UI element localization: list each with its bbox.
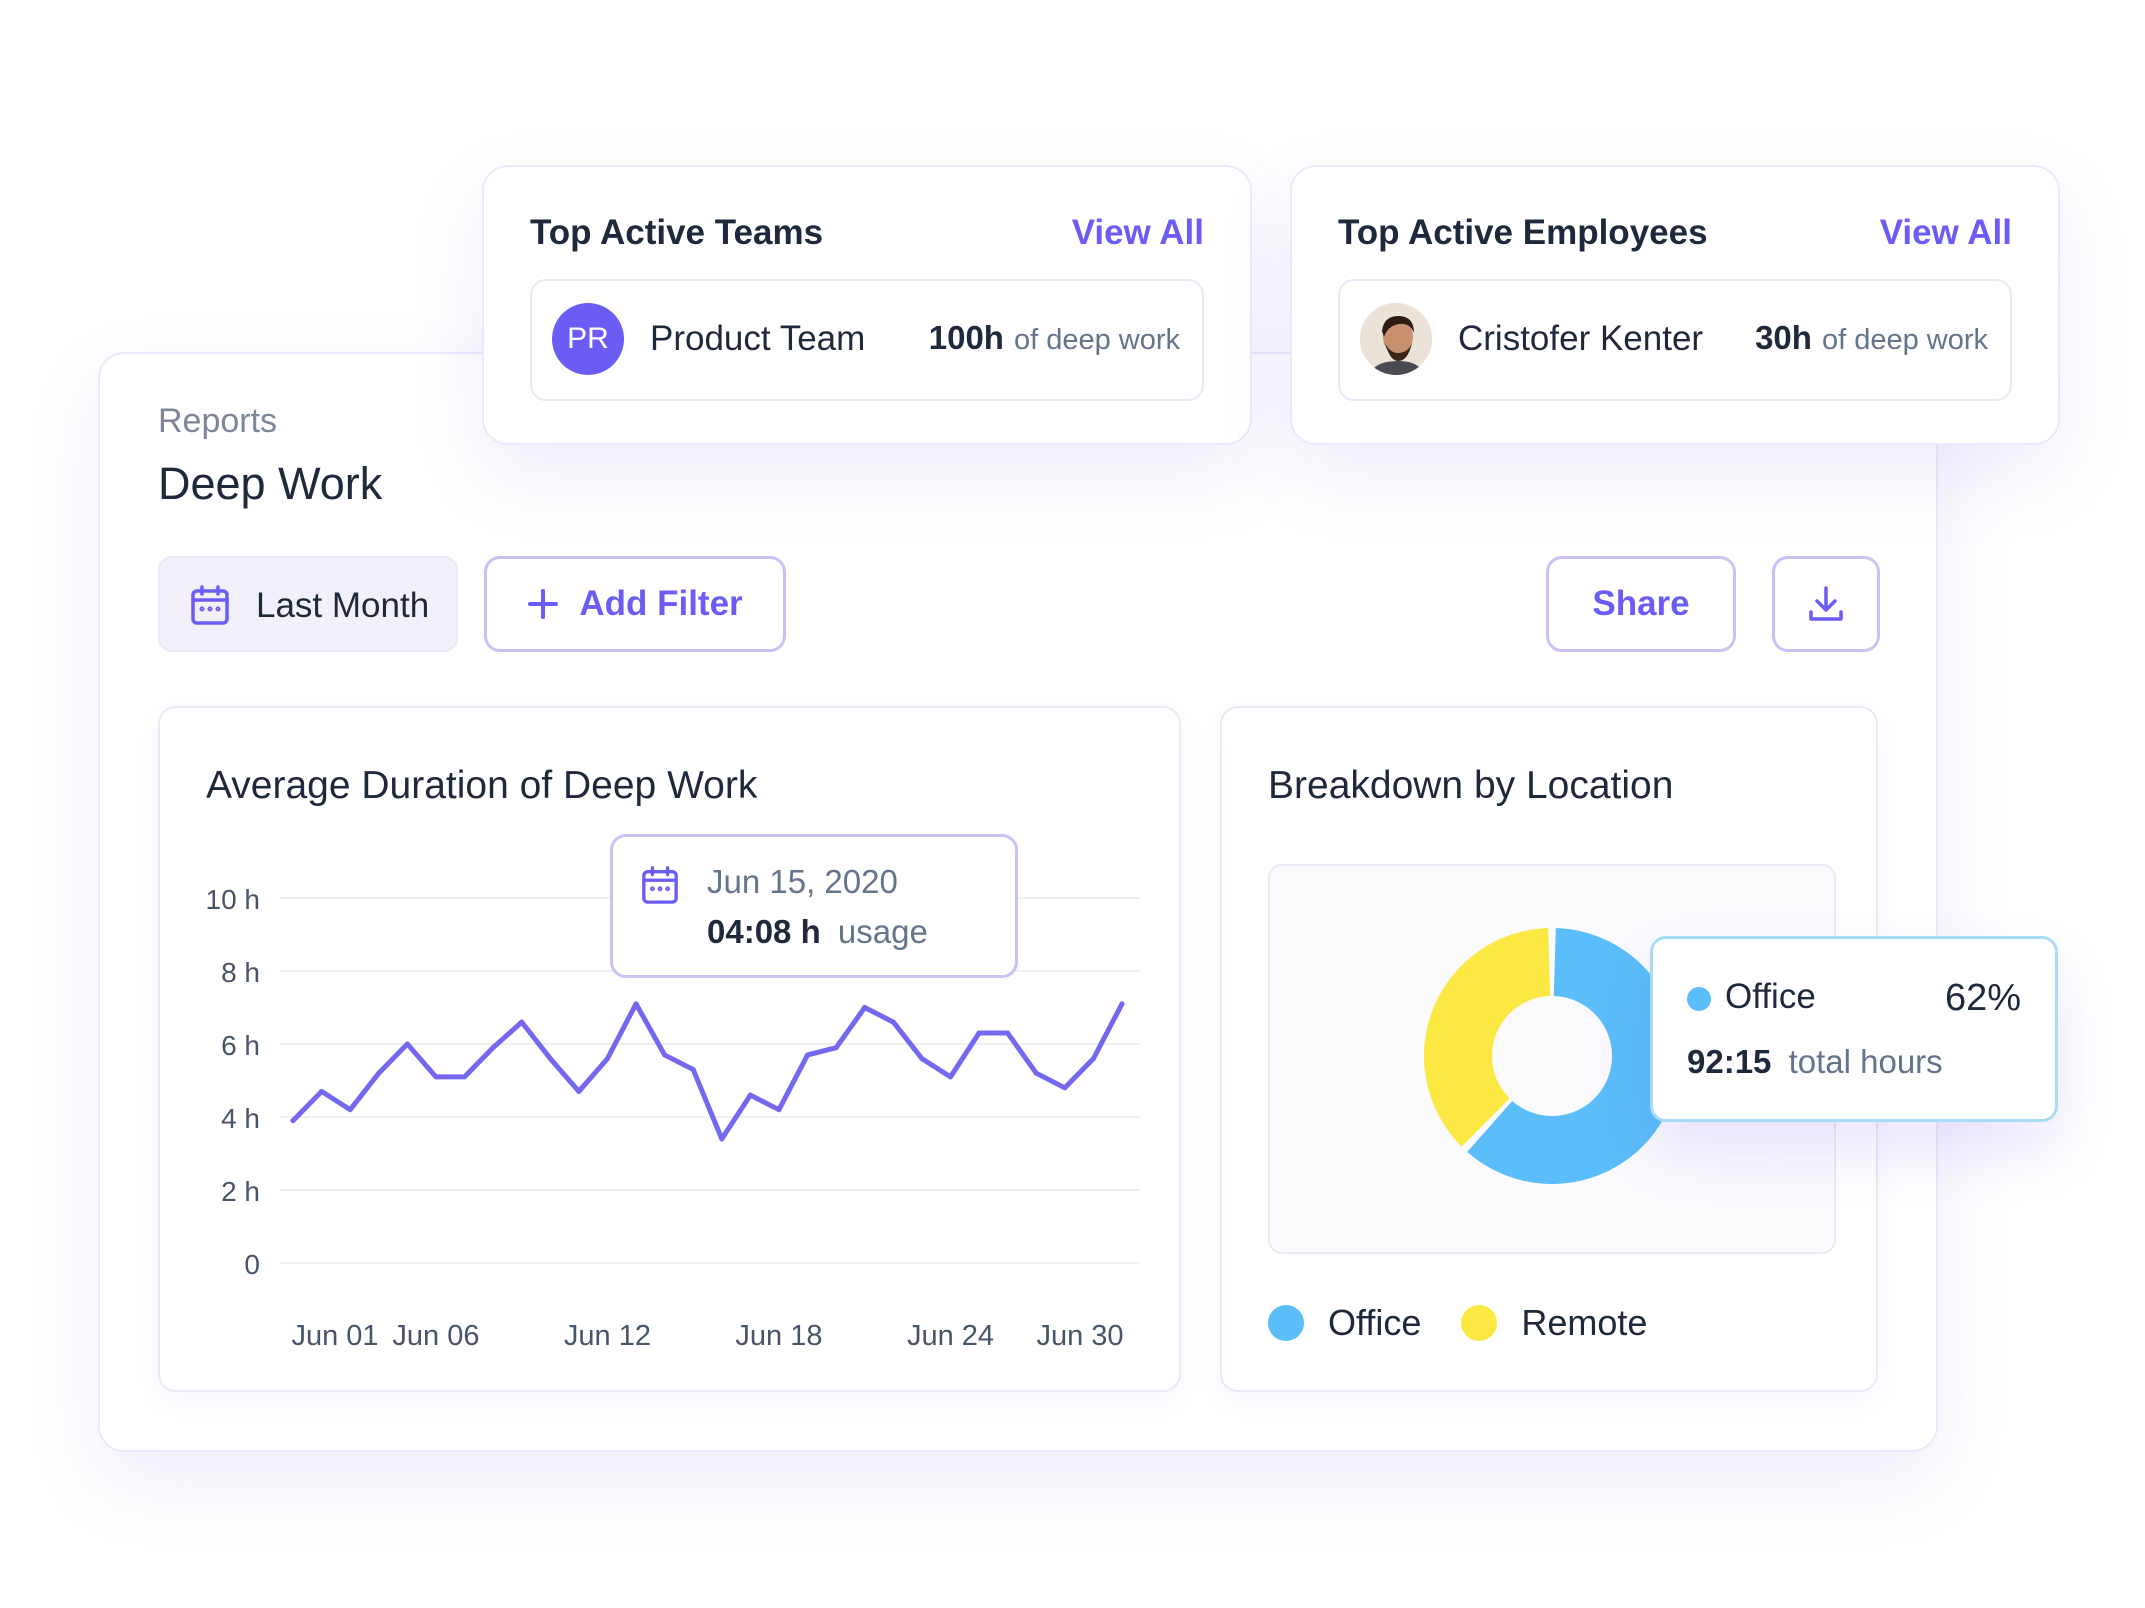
deep-work-line-chart: 10 h 8 h 6 h 4 h 2 h 0 Jun 01 Jun 06 Jun 12 Jun 1… bbox=[206, 884, 1140, 1352]
remote-legend-dot bbox=[1461, 1305, 1498, 1341]
office-tooltip-label: Office bbox=[1725, 977, 1816, 1016]
employee-hours-value: 30h bbox=[1755, 319, 1812, 356]
office-legend-dot bbox=[1268, 1305, 1304, 1341]
plus-icon bbox=[527, 588, 559, 620]
page-title: Deep Work bbox=[158, 458, 383, 509]
x-tick-label: Jun 30 bbox=[1036, 1320, 1123, 1352]
average-duration-card: Average Duration of Deep Work 10 h 8 h 6 h… bbox=[158, 706, 1181, 1392]
data-point[interactable] bbox=[547, 1056, 553, 1062]
employee-hours-suffix: of deep work bbox=[1821, 324, 1988, 356]
download-button[interactable] bbox=[1772, 556, 1880, 652]
x-tick-label: Jun 24 bbox=[907, 1320, 994, 1352]
user-photo-icon bbox=[1360, 303, 1432, 375]
share-button[interactable]: Share bbox=[1546, 556, 1736, 652]
add-filter-label: Add Filter bbox=[579, 584, 743, 623]
average-duration-title: Average Duration of Deep Work bbox=[206, 764, 758, 807]
office-slice[interactable] bbox=[1467, 928, 1680, 1184]
data-point[interactable] bbox=[1090, 1056, 1096, 1062]
date-range-label: Last Month bbox=[256, 586, 430, 625]
data-point[interactable] bbox=[462, 1074, 468, 1080]
team-hours-value: 100h bbox=[928, 319, 1004, 356]
team-entry[interactable]: PR Product Team 100h of deep work bbox=[530, 279, 1204, 401]
data-point[interactable] bbox=[576, 1088, 582, 1094]
data-point[interactable] bbox=[690, 1067, 696, 1073]
data-point[interactable] bbox=[776, 1107, 782, 1113]
y-tick-label: 6 h bbox=[221, 1030, 260, 1061]
data-point[interactable] bbox=[404, 1041, 410, 1047]
breakdown-title: Breakdown by Location bbox=[1268, 764, 1674, 807]
download-icon bbox=[1808, 585, 1844, 623]
data-point[interactable] bbox=[290, 1118, 296, 1124]
y-tick-label: 2 h bbox=[221, 1176, 260, 1207]
data-point[interactable] bbox=[662, 1052, 668, 1058]
data-point[interactable] bbox=[347, 1107, 353, 1113]
location-legend: Office Remote bbox=[1268, 1302, 1647, 1344]
data-point[interactable] bbox=[519, 1019, 525, 1025]
data-point[interactable] bbox=[433, 1074, 439, 1080]
team-hours: 100h of deep work bbox=[929, 319, 1180, 357]
office-tooltip-hours-line: 92:15 total hours bbox=[1687, 1043, 1943, 1081]
tooltip-date: Jun 15, 2020 bbox=[707, 863, 898, 900]
office-legend-label: Office bbox=[1328, 1302, 1422, 1343]
calendar-icon bbox=[641, 865, 679, 910]
top-active-teams-card: Top Active Teams View All PR Product Tea… bbox=[482, 165, 1252, 445]
data-point[interactable] bbox=[976, 1030, 982, 1036]
share-label: Share bbox=[1592, 584, 1690, 623]
data-point[interactable] bbox=[862, 1005, 868, 1010]
x-tick-label: Jun 12 bbox=[564, 1320, 651, 1352]
team-hours-suffix: of deep work bbox=[1013, 324, 1180, 356]
y-tick-label: 8 h bbox=[221, 957, 260, 988]
location-donut-chart bbox=[1424, 928, 1680, 1184]
data-point[interactable] bbox=[1119, 1001, 1125, 1007]
remote-legend-label: Remote bbox=[1521, 1302, 1648, 1343]
employee-avatar bbox=[1360, 303, 1432, 375]
data-point[interactable] bbox=[1062, 1085, 1068, 1091]
x-tick-label: Jun 06 bbox=[392, 1320, 479, 1352]
data-point[interactable] bbox=[490, 1045, 496, 1051]
remote-slice[interactable] bbox=[1424, 928, 1551, 1147]
team-avatar: PR bbox=[552, 303, 624, 375]
calendar-icon bbox=[190, 584, 230, 635]
y-tick-label: 4 h bbox=[221, 1103, 260, 1134]
data-point[interactable] bbox=[604, 1056, 610, 1062]
tooltip-usage-line: 04:08 h usage bbox=[707, 913, 928, 951]
employee-name: Cristofer Kenter bbox=[1458, 319, 1704, 358]
x-tick-label: Jun 01 bbox=[291, 1320, 378, 1352]
employee-entry[interactable]: Cristofer Kenter 30h of deep work bbox=[1338, 279, 2012, 401]
data-point[interactable] bbox=[1033, 1070, 1039, 1076]
employee-hours: 30h of deep work bbox=[1755, 319, 1988, 357]
data-point[interactable] bbox=[805, 1052, 811, 1058]
data-point[interactable] bbox=[747, 1092, 753, 1098]
data-point[interactable] bbox=[719, 1136, 725, 1142]
usage-tooltip: Jun 15, 2020 04:08 h usage bbox=[610, 834, 1018, 978]
data-point[interactable] bbox=[1005, 1030, 1011, 1036]
data-point[interactable] bbox=[633, 1001, 639, 1007]
top-active-employees-title: Top Active Employees bbox=[1338, 213, 1708, 252]
data-point[interactable] bbox=[833, 1045, 839, 1051]
office-dot bbox=[1687, 987, 1711, 1011]
deep-work-series-line bbox=[290, 1001, 1125, 1142]
tooltip-usage-unit: usage bbox=[837, 913, 928, 950]
office-tooltip-hours: 92:15 bbox=[1687, 1043, 1772, 1080]
x-tick-label: Jun 18 bbox=[735, 1320, 822, 1352]
office-tooltip-hours-label: total hours bbox=[1788, 1043, 1943, 1080]
data-point[interactable] bbox=[890, 1019, 896, 1025]
top-active-teams-title: Top Active Teams bbox=[530, 213, 824, 252]
date-range-button[interactable]: Last Month bbox=[158, 556, 458, 652]
y-tick-label: 10 h bbox=[206, 884, 261, 915]
data-point[interactable] bbox=[919, 1056, 925, 1062]
office-tooltip-percent: 62% bbox=[1944, 977, 2021, 1019]
office-tooltip: Office 62% 92:15 total hours bbox=[1650, 936, 2058, 1122]
tooltip-usage-value: 04:08 h bbox=[707, 913, 821, 950]
add-filter-button[interactable]: Add Filter bbox=[484, 556, 786, 652]
team-name: Product Team bbox=[650, 319, 866, 358]
top-active-employees-card: Top Active Employees View All Cristofer … bbox=[1290, 165, 2060, 445]
data-point[interactable] bbox=[376, 1070, 382, 1076]
y-tick-label: 0 bbox=[244, 1249, 260, 1280]
data-point[interactable] bbox=[319, 1088, 325, 1094]
breadcrumb[interactable]: Reports bbox=[158, 402, 278, 440]
data-point[interactable] bbox=[947, 1074, 953, 1080]
view-all-employees-link[interactable]: View All bbox=[1879, 213, 2012, 252]
view-all-teams-link[interactable]: View All bbox=[1071, 213, 1204, 252]
